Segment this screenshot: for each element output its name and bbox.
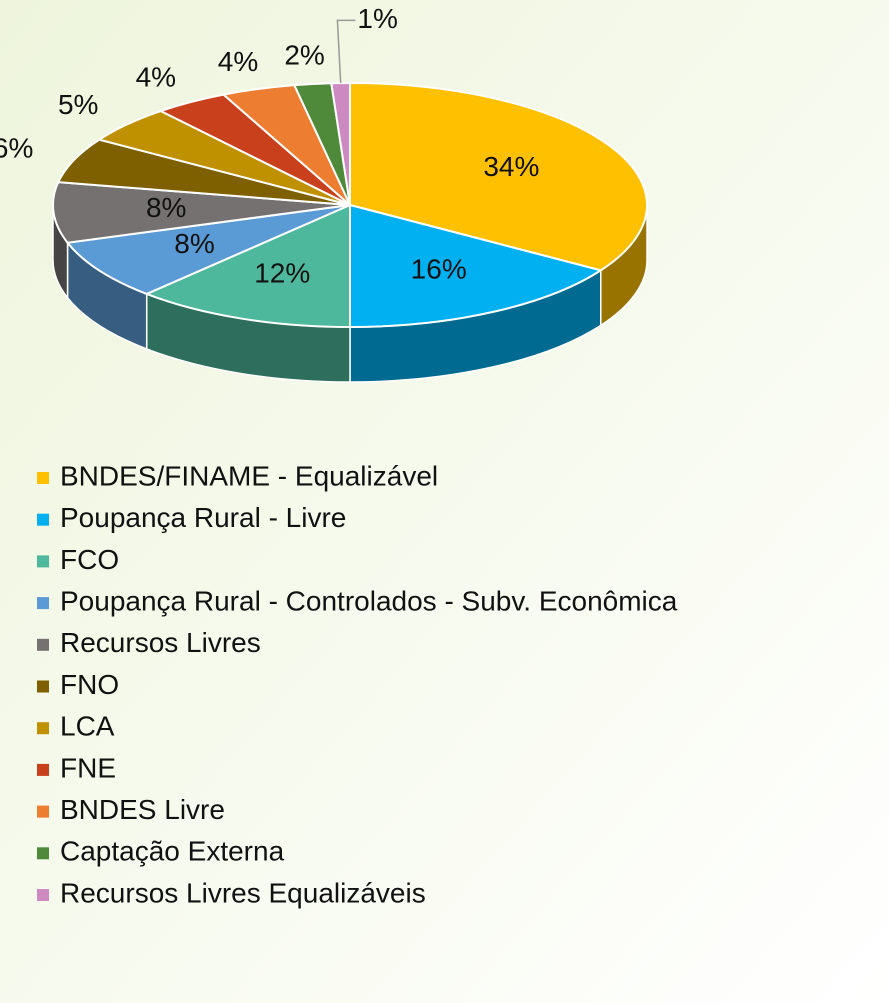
leader-line (336, 19, 356, 84)
data-label: 5% (58, 89, 98, 120)
data-label: 12% (254, 258, 310, 289)
legend-label: LCA (60, 711, 115, 742)
data-label: 1% (357, 3, 397, 34)
legend-swatch (37, 847, 49, 860)
slice (52, 181, 351, 244)
legend-label: Poupança Rural - Controlados - Subv. Eco… (60, 585, 678, 616)
data-label: 8% (174, 228, 214, 259)
legend-label: Captação Externa (60, 836, 285, 867)
data-label: 4% (218, 46, 258, 77)
data-label: 8% (146, 192, 186, 223)
legend-label: FCO (60, 544, 119, 575)
legend-swatch (37, 889, 49, 901)
legend-label: Recursos Livres (60, 627, 261, 658)
data-label: 16% (411, 254, 467, 285)
legend-swatch (37, 597, 49, 610)
legend-label: FNO (60, 669, 119, 700)
legend-label: FNE (60, 752, 116, 783)
slice (144, 203, 351, 329)
legend-label: Recursos Livres Equalizáveis (60, 877, 426, 908)
legend-swatch (37, 722, 49, 735)
legend-label: BNDES/FINAME - Equalizável (60, 460, 438, 491)
legend-label: BNDES Livre (60, 794, 225, 825)
slice (65, 204, 351, 296)
legend-swatch (37, 555, 49, 568)
legend-swatch (37, 513, 49, 526)
data-label: 4% (136, 62, 176, 93)
data-label: 2% (284, 40, 324, 71)
legend-swatch (37, 638, 49, 651)
data-label: 34% (483, 151, 539, 182)
legend-swatch (37, 680, 49, 693)
legend-swatch (37, 472, 49, 484)
slice (349, 203, 604, 329)
legend-label: Poupança Rural - Livre (60, 502, 346, 533)
legend-swatch (37, 763, 49, 776)
data-label: 6% (0, 133, 33, 164)
legend-swatch (37, 805, 49, 818)
